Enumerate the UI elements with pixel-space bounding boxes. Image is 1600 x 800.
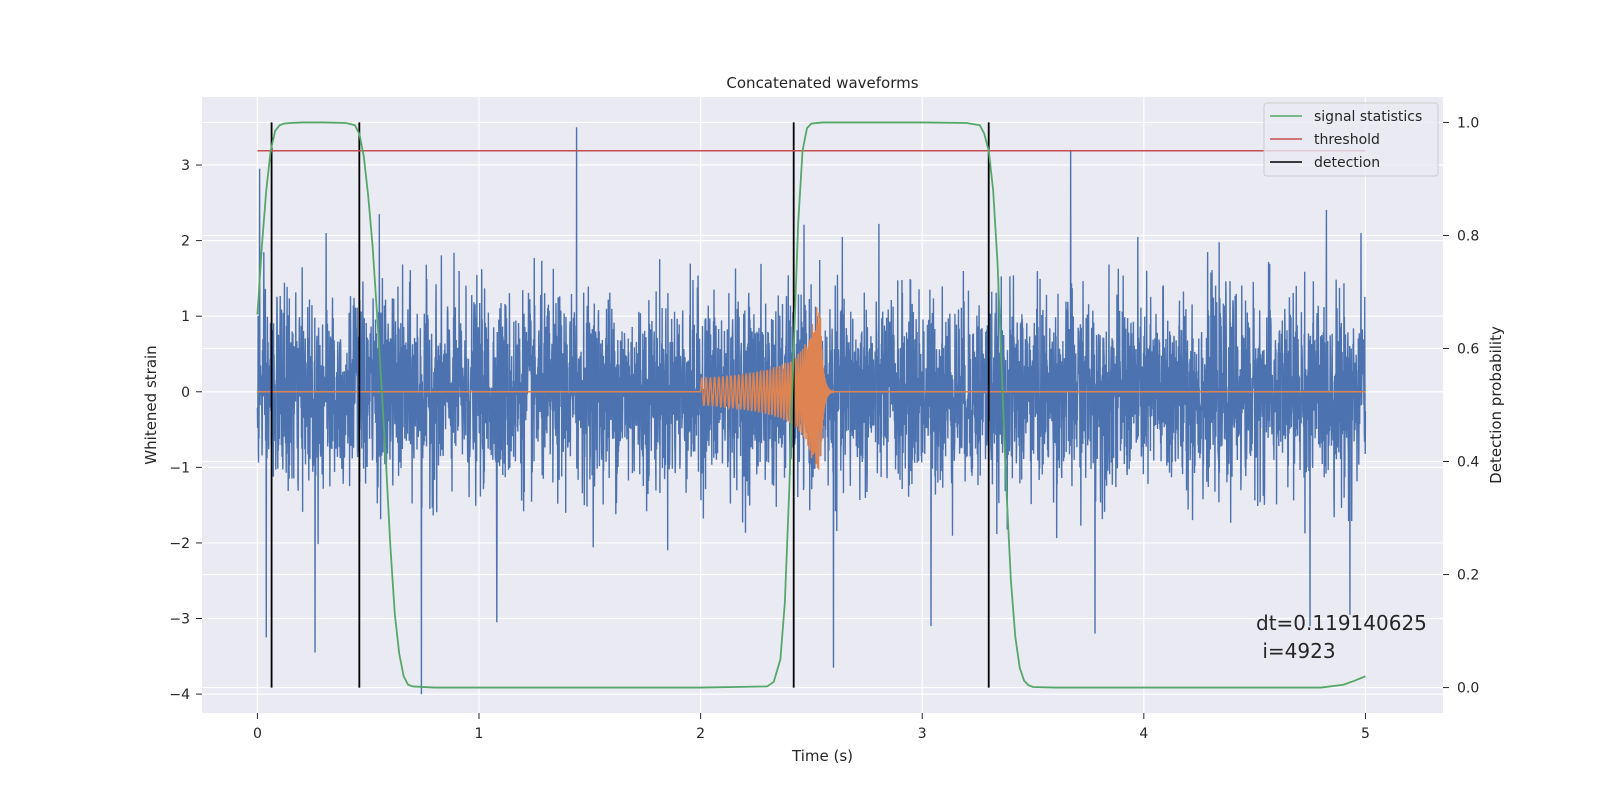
y-tick-label: 1	[181, 309, 190, 325]
y2-tick-label: 0.2	[1457, 568, 1479, 584]
legend-label-detection: detection	[1314, 155, 1380, 171]
y-tick-label: 3	[181, 158, 190, 174]
y2-tick-label: 0.0	[1457, 681, 1479, 697]
chart-title: Concatenated waveforms	[726, 74, 918, 92]
x-tick-label: 3	[918, 726, 927, 742]
y-tick-label: 0	[181, 385, 190, 401]
x-tick-label: 0	[253, 726, 262, 742]
x-tick-label: 4	[1139, 726, 1148, 742]
y2-axis-label: Detection probability	[1487, 326, 1505, 484]
x-axis-label: Time (s)	[791, 747, 853, 765]
legend-label-threshold: threshold	[1314, 132, 1380, 148]
y2-tick-label: 0.8	[1457, 228, 1479, 244]
legend: signal statistics threshold detection	[1263, 102, 1439, 177]
y2-tick-label: 0.6	[1457, 341, 1479, 357]
series-signal-statistics-line	[256, 121, 1366, 689]
series-layer	[256, 121, 1367, 695]
x-tick-label: 2	[696, 726, 705, 742]
y-tick-label: −1	[169, 460, 190, 476]
legend-box	[1263, 102, 1439, 177]
y-tick-label: −4	[169, 687, 190, 703]
y-tick-label: −3	[169, 612, 190, 628]
annotation-index: i=4923	[1256, 639, 1336, 663]
y-axis-label: Whitened strain	[142, 345, 160, 464]
ticks: 0 1 2 3 4 5 −4 −3 −2 −1 0 1 2 3 0.0 0.2 0.4 0.6 0.8 1.0	[169, 115, 1479, 742]
legend-label-signal-statistics: signal statistics	[1314, 109, 1422, 125]
y2-tick-label: 0.4	[1457, 455, 1479, 471]
x-tick-label: 1	[475, 726, 484, 742]
y-tick-label: −2	[169, 536, 190, 552]
series-injected-waveform-line	[257, 307, 1366, 470]
x-tick-label: 5	[1361, 726, 1370, 742]
y2-tick-label: 1.0	[1457, 115, 1479, 131]
y-tick-label: 2	[181, 234, 190, 250]
annotation-dt: dt=0.119140625	[1256, 611, 1427, 635]
